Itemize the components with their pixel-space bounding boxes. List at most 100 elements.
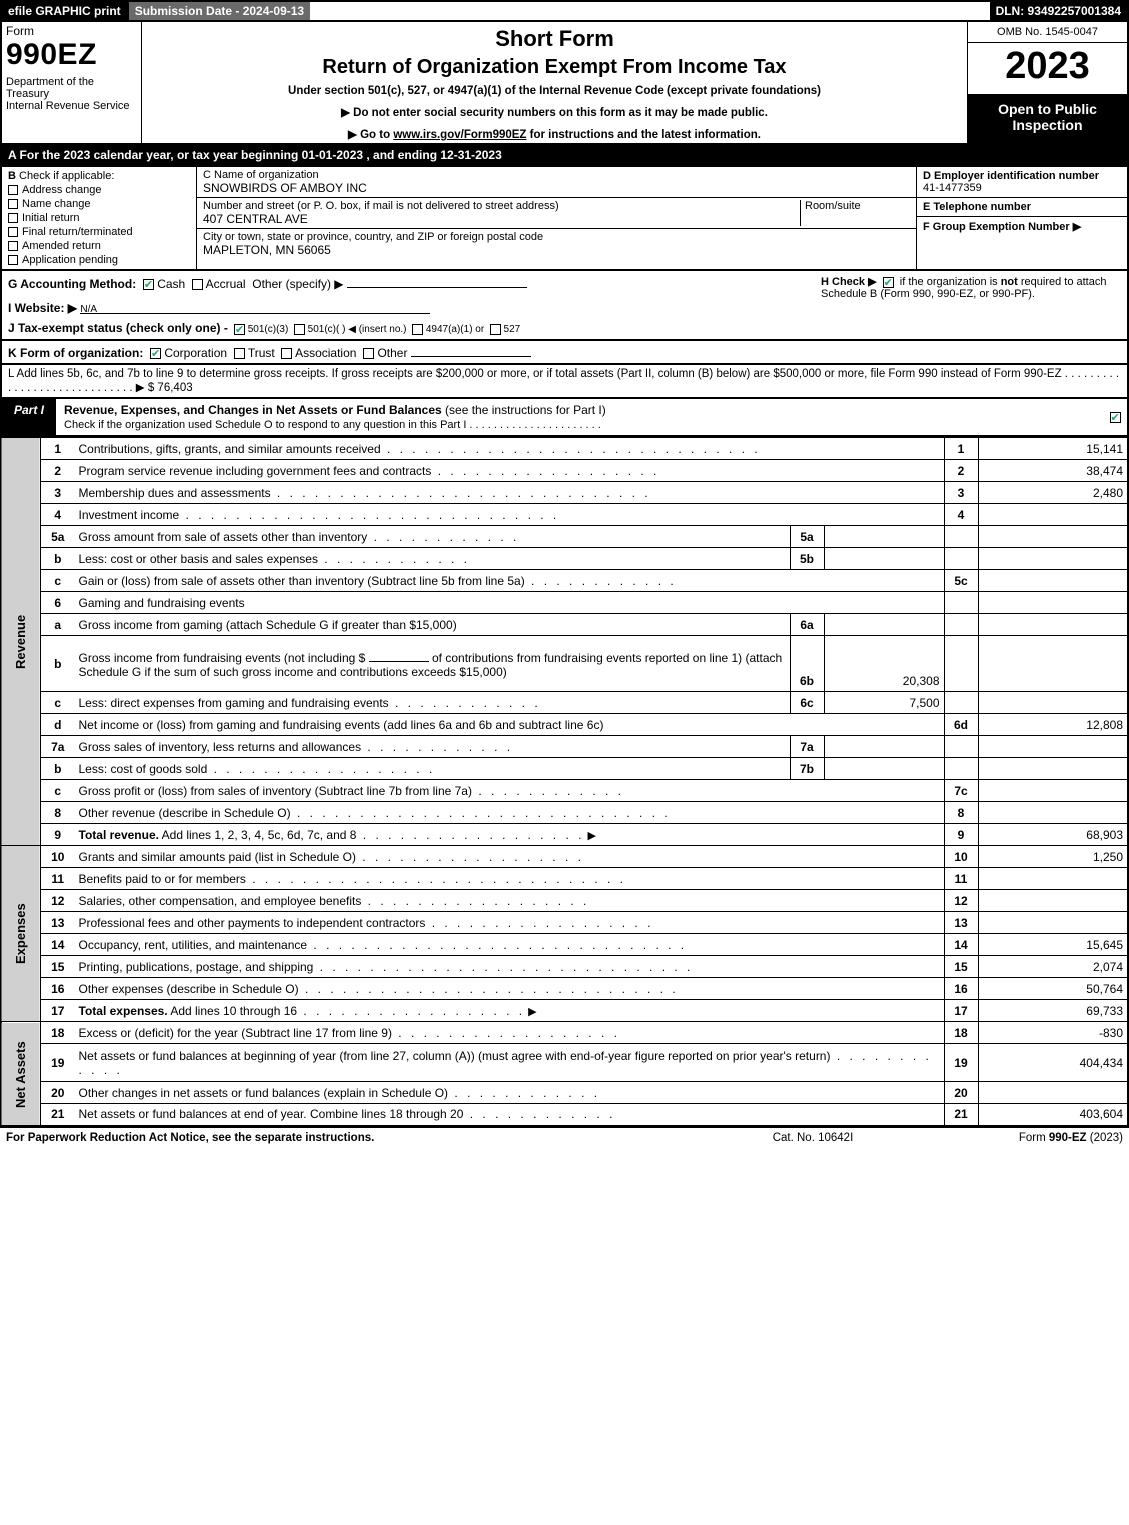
part1-table: Revenue 1 Contributions, gifts, grants, … xyxy=(0,437,1129,1127)
ln-3: 3 xyxy=(41,482,75,504)
chk-other-org[interactable] xyxy=(363,348,374,359)
val-4 xyxy=(978,504,1128,526)
grp-label: F Group Exemption Number ▶ xyxy=(923,221,1081,233)
desc-6d: Net income or (loss) from gaming and fun… xyxy=(75,714,945,736)
chk-4947[interactable] xyxy=(412,324,423,335)
j-label: J Tax-exempt status (check only one) - xyxy=(8,321,228,335)
val-7c xyxy=(978,780,1128,802)
val-7a-shade xyxy=(978,736,1128,758)
subval-6c: 7,500 xyxy=(824,692,944,714)
desc-21: Net assets or fund balances at end of ye… xyxy=(75,1104,945,1126)
ln-5b: b xyxy=(41,548,75,570)
desc-20: Other changes in net assets or fund bala… xyxy=(75,1082,945,1104)
subval-5a xyxy=(824,526,944,548)
section-b: B Check if applicable: Address change Na… xyxy=(2,167,197,269)
num-11: 11 xyxy=(944,868,978,890)
num-18: 18 xyxy=(944,1022,978,1044)
section-def: D Employer identification number 41-1477… xyxy=(917,167,1127,269)
irs-link[interactable]: www.irs.gov/Form990EZ xyxy=(393,129,526,141)
desc-7b: Less: cost of goods sold xyxy=(75,758,791,780)
chk-cash[interactable] xyxy=(143,279,154,290)
chk-corporation[interactable] xyxy=(150,348,161,359)
num-3: 3 xyxy=(944,482,978,504)
chk-association[interactable] xyxy=(281,348,292,359)
val-6a-shade xyxy=(978,614,1128,636)
chk-501c[interactable] xyxy=(294,324,305,335)
sublbl-6c: 6c xyxy=(790,692,824,714)
ln-17: 17 xyxy=(41,1000,75,1022)
instr-1: ▶ Do not enter social security numbers o… xyxy=(148,105,961,119)
desc-7c: Gross profit or (loss) from sales of inv… xyxy=(75,780,945,802)
chk-final-return[interactable]: Final return/terminated xyxy=(8,226,190,238)
num-19: 19 xyxy=(944,1044,978,1082)
ein: 41-1477359 xyxy=(923,182,982,194)
other-org-line xyxy=(411,344,531,357)
desc-17: Total expenses. Add lines 10 through 16 xyxy=(75,1000,945,1022)
ln-9: 9 xyxy=(41,824,75,846)
ln-1: 1 xyxy=(41,438,75,460)
ln-5c: c xyxy=(41,570,75,592)
sublbl-5b: 5b xyxy=(790,548,824,570)
desc-14: Occupancy, rent, utilities, and maintena… xyxy=(75,934,945,956)
val-19: 404,434 xyxy=(978,1044,1128,1082)
desc-4: Investment income xyxy=(75,504,945,526)
desc-6b: Gross income from fundraising events (no… xyxy=(75,636,791,692)
val-18: -830 xyxy=(978,1022,1128,1044)
ln-7a: 7a xyxy=(41,736,75,758)
chk-trust[interactable] xyxy=(234,348,245,359)
desc-6a: Gross income from gaming (attach Schedul… xyxy=(75,614,791,636)
footer-formref: Form 990-EZ (2023) xyxy=(943,1132,1123,1144)
num-6b-shade xyxy=(944,636,978,692)
desc-18: Excess or (deficit) for the year (Subtra… xyxy=(75,1022,945,1044)
ln-4: 4 xyxy=(41,504,75,526)
part1-check[interactable] xyxy=(1103,399,1127,435)
subval-6b: 20,308 xyxy=(824,636,944,692)
short-form-title: Short Form xyxy=(148,26,961,52)
footer-left: For Paperwork Reduction Act Notice, see … xyxy=(6,1132,683,1144)
sidelabel-expenses: Expenses xyxy=(1,846,41,1022)
form-title-block: Short Form Return of Organization Exempt… xyxy=(142,22,967,143)
num-12: 12 xyxy=(944,890,978,912)
val-5c xyxy=(978,570,1128,592)
ln-21: 21 xyxy=(41,1104,75,1126)
chk-h[interactable] xyxy=(883,277,894,288)
desc-19: Net assets or fund balances at beginning… xyxy=(75,1044,945,1082)
chk-initial-return[interactable]: Initial return xyxy=(8,212,190,224)
chk-accrual[interactable] xyxy=(192,279,203,290)
chk-address-change[interactable]: Address change xyxy=(8,184,190,196)
sublbl-7b: 7b xyxy=(790,758,824,780)
chk-501c3[interactable] xyxy=(234,324,245,335)
chk-application-pending[interactable]: Application pending xyxy=(8,254,190,266)
city-field: City or town, state or province, country… xyxy=(197,229,916,259)
num-7c: 7c xyxy=(944,780,978,802)
val-11 xyxy=(978,868,1128,890)
efile-label: efile GRAPHIC print xyxy=(2,2,127,20)
num-5c: 5c xyxy=(944,570,978,592)
val-5a-shade xyxy=(978,526,1128,548)
sublbl-6b: 6b xyxy=(790,636,824,692)
subval-5b xyxy=(824,548,944,570)
desc-16: Other expenses (describe in Schedule O) xyxy=(75,978,945,1000)
part1-tab: Part I xyxy=(2,399,56,435)
num-2: 2 xyxy=(944,460,978,482)
num-5b-shade xyxy=(944,548,978,570)
num-6c-shade xyxy=(944,692,978,714)
room-suite: Room/suite xyxy=(800,200,910,226)
ln-8: 8 xyxy=(41,802,75,824)
ln-6: 6 xyxy=(41,592,75,614)
subline: Under section 501(c), 527, or 4947(a)(1)… xyxy=(148,85,961,97)
h-label: H Check ▶ xyxy=(821,276,877,288)
desc-1: Contributions, gifts, grants, and simila… xyxy=(75,438,945,460)
val-1: 15,141 xyxy=(978,438,1128,460)
page-footer: For Paperwork Reduction Act Notice, see … xyxy=(0,1127,1129,1148)
ln-6a: a xyxy=(41,614,75,636)
tel-field: E Telephone number xyxy=(917,198,1127,217)
num-6a-shade xyxy=(944,614,978,636)
h-block: H Check ▶ if the organization is not req… xyxy=(821,275,1121,335)
chk-amended-return[interactable]: Amended return xyxy=(8,240,190,252)
chk-527[interactable] xyxy=(490,324,501,335)
chk-name-change[interactable]: Name change xyxy=(8,198,190,210)
ln-20: 20 xyxy=(41,1082,75,1104)
street: 407 CENTRAL AVE xyxy=(203,212,308,226)
ln-15: 15 xyxy=(41,956,75,978)
